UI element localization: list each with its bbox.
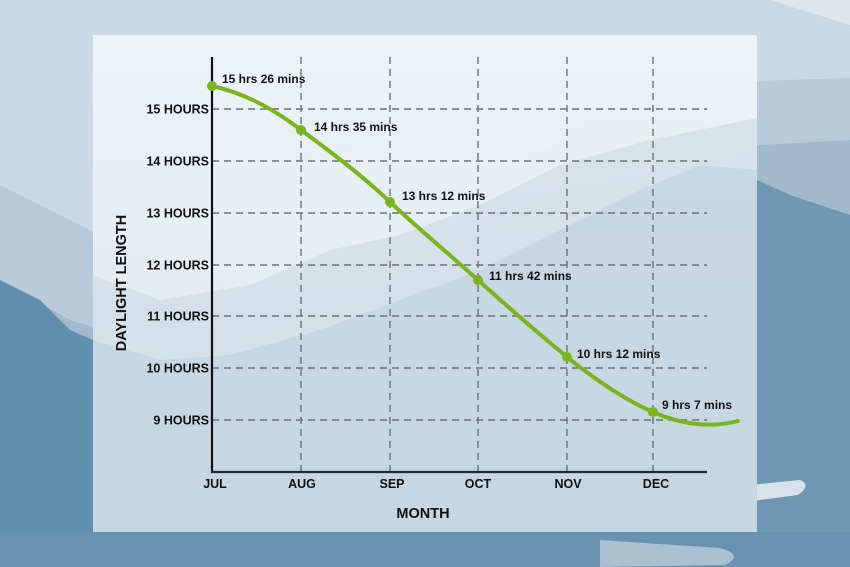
horizontal-gridlines xyxy=(212,108,707,421)
y-tick-label: 9 HOURS xyxy=(153,414,209,428)
data-label: 9 hrs 7 mins xyxy=(662,398,732,412)
y-tick-label: 13 HOURS xyxy=(146,207,209,221)
data-point xyxy=(296,125,306,135)
data-point xyxy=(473,275,483,285)
data-label: 13 hrs 12 mins xyxy=(402,189,486,203)
y-tick-labels: 15 HOURS 14 HOURS 13 HOURS 12 HOURS 11 H… xyxy=(146,103,209,428)
y-tick-label: 11 HOURS xyxy=(147,310,209,324)
x-axis-title: MONTH xyxy=(396,506,449,522)
data-point xyxy=(207,81,217,91)
panel-mountain-shadow xyxy=(93,118,757,532)
data-label: 14 hrs 35 mins xyxy=(314,120,398,134)
x-tick-label: OCT xyxy=(465,477,492,491)
x-tick-label: NOV xyxy=(554,477,582,491)
mist-streak-lower xyxy=(600,540,734,567)
y-tick-label: 15 HOURS xyxy=(146,103,209,117)
data-point xyxy=(648,407,658,417)
mountain-dark-right xyxy=(757,180,850,567)
y-tick-label: 10 HOURS xyxy=(146,362,209,376)
x-tick-labels: JUL AUG SEP OCT NOV DEC xyxy=(203,477,669,491)
mountain-light-ridge xyxy=(770,0,850,25)
data-point xyxy=(562,352,572,362)
x-tick-label: DEC xyxy=(643,477,669,491)
data-labels: 15 hrs 26 mins 14 hrs 35 mins 13 hrs 12 … xyxy=(222,72,732,412)
mountain-dark-left xyxy=(0,280,93,567)
panel-mountain-shadow-2 xyxy=(93,165,757,532)
data-label: 15 hrs 26 mins xyxy=(222,72,306,86)
x-tick-label: JUL xyxy=(203,477,227,491)
x-tick-label: SEP xyxy=(379,477,404,491)
data-label: 11 hrs 42 mins xyxy=(489,269,572,283)
y-axis-title: DAYLIGHT LENGTH xyxy=(114,215,130,351)
data-label: 10 hrs 12 mins xyxy=(577,347,661,361)
x-tick-label: AUG xyxy=(288,477,316,491)
vertical-gridlines xyxy=(300,57,654,472)
data-points xyxy=(207,81,658,417)
y-tick-label: 14 HOURS xyxy=(146,155,209,169)
y-tick-label: 12 HOURS xyxy=(146,259,209,273)
data-point xyxy=(385,197,395,207)
